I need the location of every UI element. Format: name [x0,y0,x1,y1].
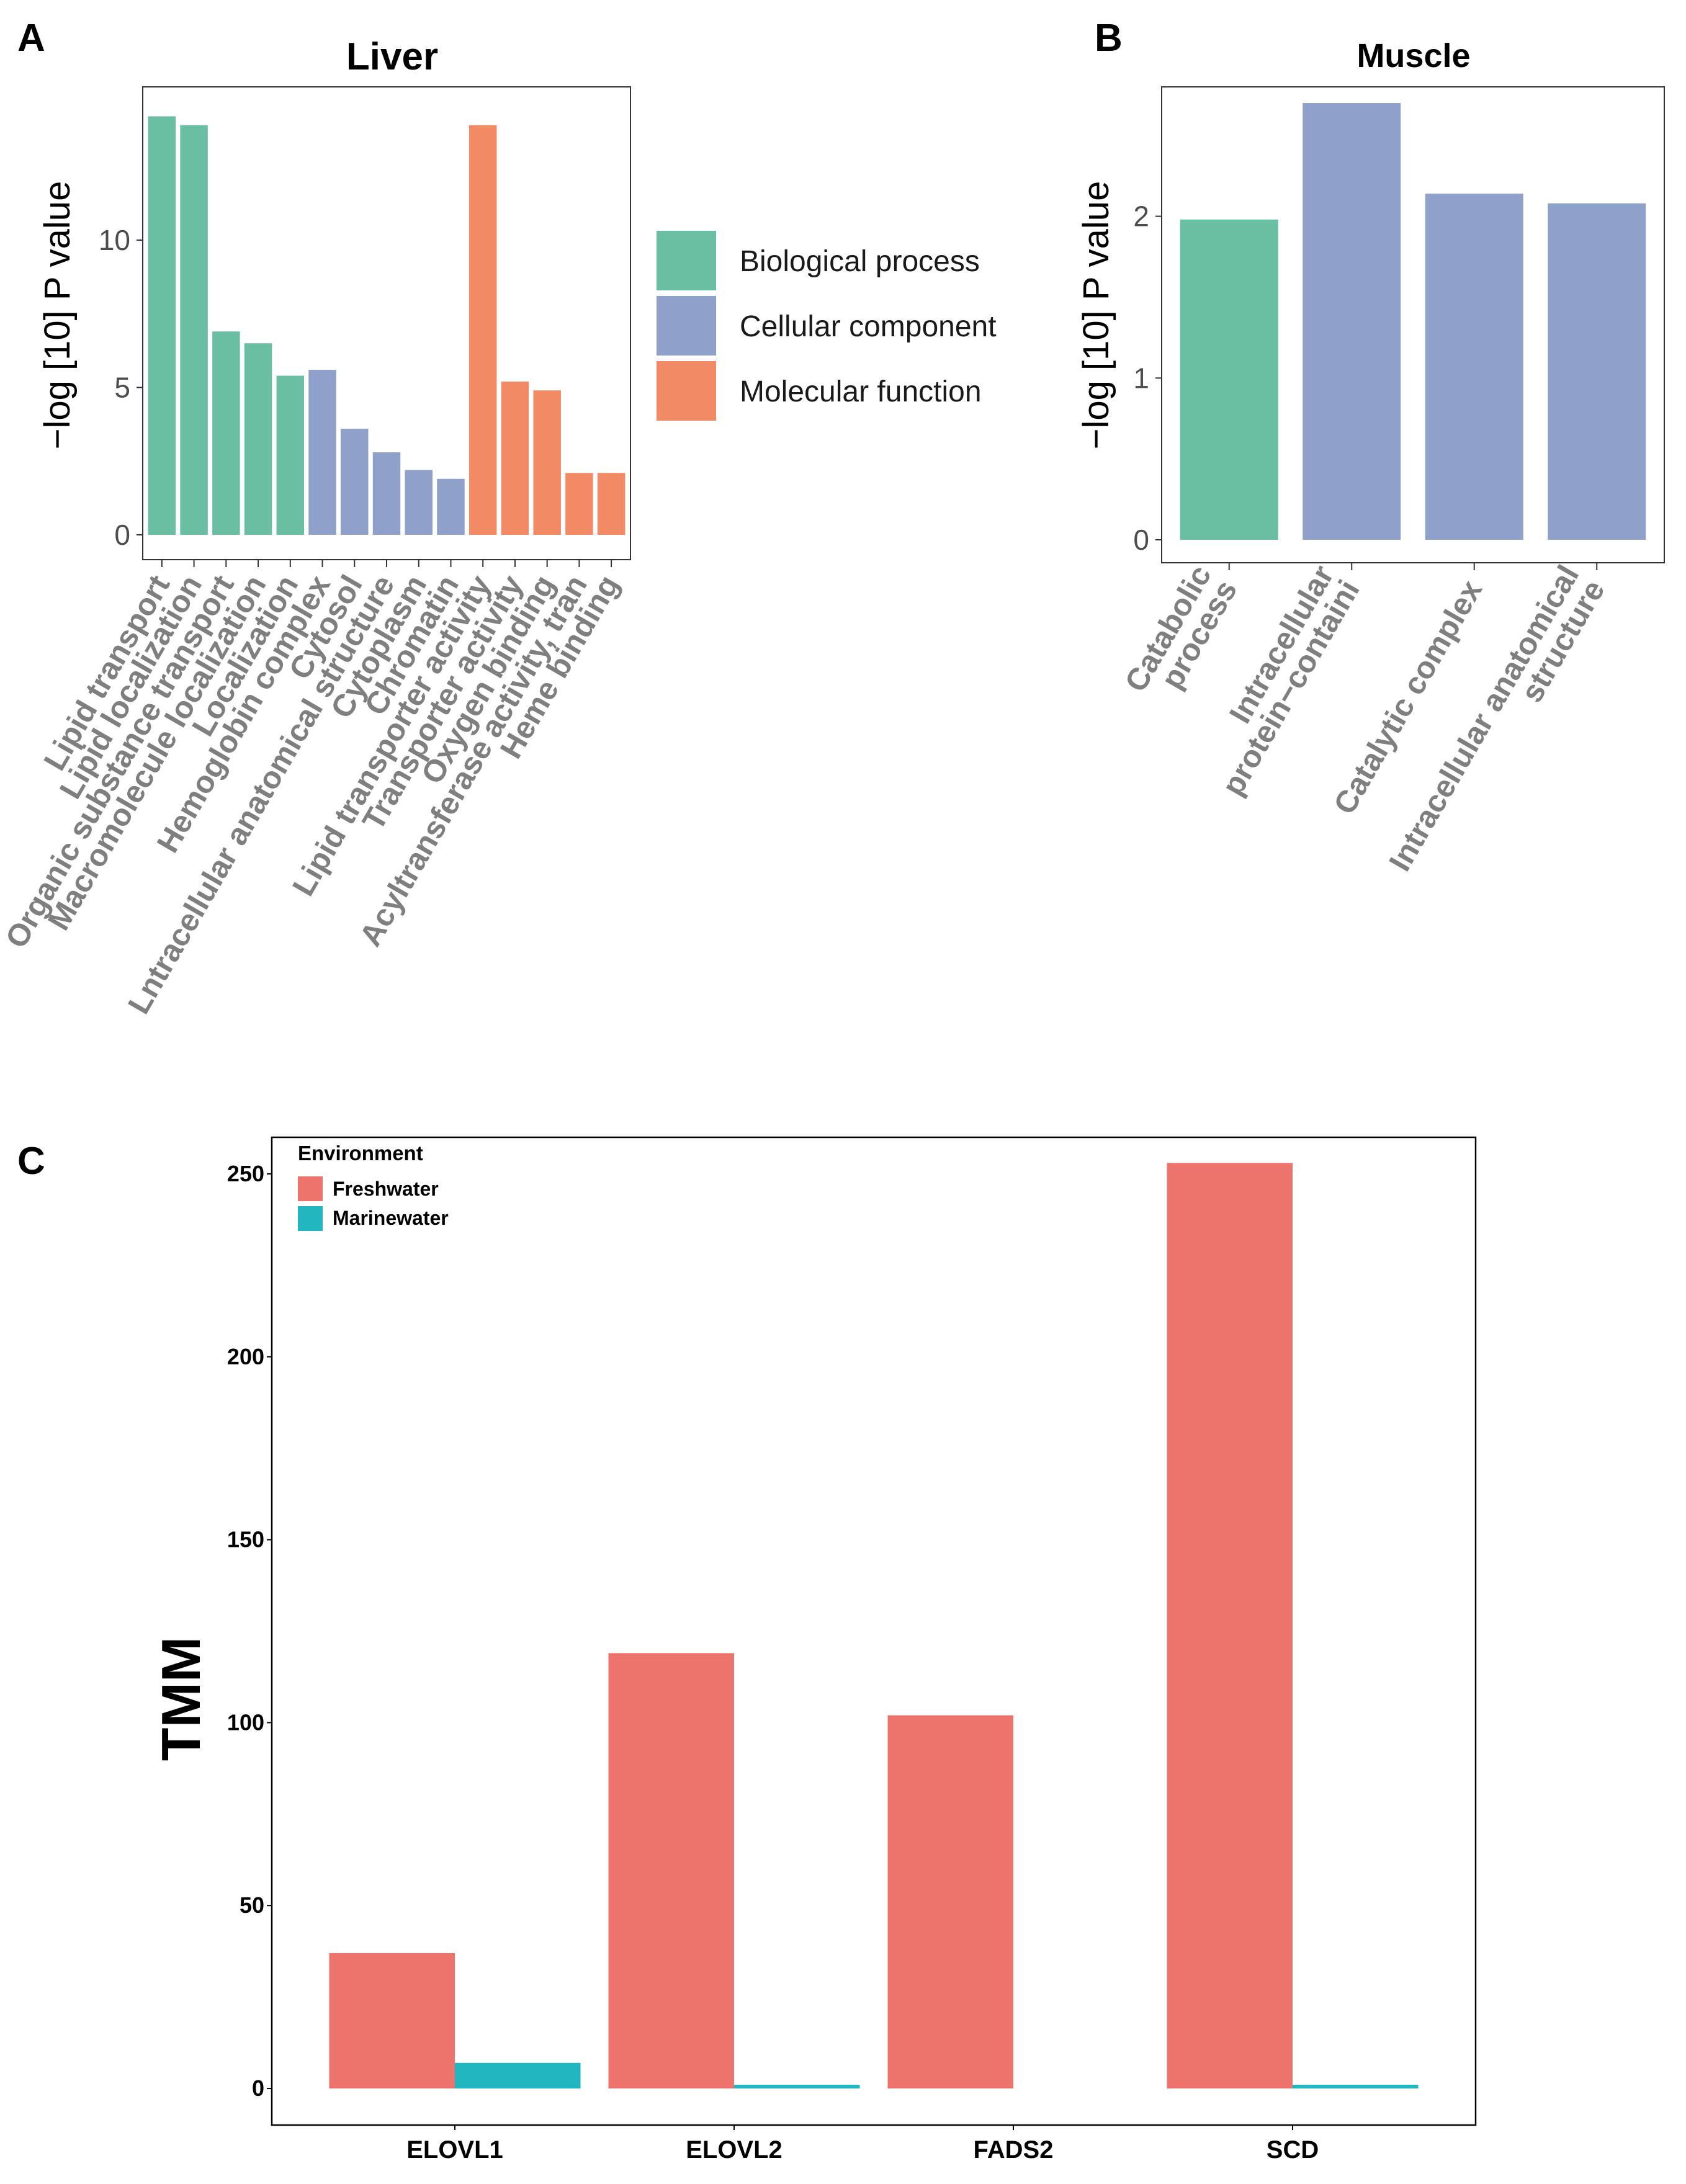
liver-y-tick-label: 10 [99,224,130,256]
tmm-bar-marinewater [455,2062,581,2089]
muscle-chart-title: Muscle [1356,37,1470,74]
tmm-bar-marinewater [734,2085,860,2089]
tmm-y-tick-label: 100 [227,1709,264,1735]
liver-bar [276,375,305,535]
panel-letter-a: A [17,17,45,60]
liver-y-axis: 0 5 10 [99,224,143,551]
legend-swatch-marinewater [298,1206,323,1231]
tmm-bars [329,1163,1419,2089]
liver-y-axis-label: −log [10] P value [37,181,78,450]
liver-bar [469,125,497,535]
liver-bar [212,331,240,535]
tmm-x-tick-label: FADS2 [974,2136,1054,2164]
tmm-y-tick-label: 50 [240,1892,264,1918]
legend-label-cellular-component: Cellular component [740,310,997,343]
environment-legend-title: Environment [298,1142,423,1165]
liver-bar [565,473,593,535]
tmm-x-tick-label: SCD [1267,2136,1319,2164]
muscle-bar [1425,194,1523,540]
muscle-x-axis: CatabolicprocessIntracellularprotein−con… [1118,560,1612,892]
panel-letter-b: B [1095,17,1123,60]
liver-bar [341,429,369,535]
liver-chart-title: Liver [346,35,438,78]
tmm-x-tick-label: ELOVL1 [406,2136,503,2164]
tmm-bar-freshwater [608,1653,734,2089]
liver-bar [308,370,336,535]
muscle-y-tick-label: 2 [1133,200,1149,233]
liver-bar [148,116,176,535]
muscle-y-axis: 0 1 2 [1133,200,1162,556]
tmm-x-axis: ELOVL1 ELOVL2 FADS2 SCD [406,2125,1319,2164]
tmm-bar-freshwater [1167,1163,1293,2089]
panel-b: B Muscle −log [10] P value 0 1 2 Catabolic… [1076,17,1665,892]
tmm-y-tick-label: 200 [227,1344,264,1369]
legend-label-freshwater: Freshwater [333,1178,439,1200]
muscle-x-tick-label: Catabolicprocess [1118,560,1244,713]
muscle-bars [1180,103,1646,540]
legend-swatch-freshwater [298,1176,323,1201]
muscle-bar [1548,203,1646,540]
tmm-bar-freshwater [887,1715,1013,2089]
tmm-y-tick-label: 0 [252,2075,264,2101]
liver-bar [533,390,561,535]
legend-swatch-cellular-component [657,296,716,356]
tmm-plot-frame [271,1136,1477,2126]
legend-label-molecular-function: Molecular function [740,375,982,408]
panel-a: A Liver −log [10] P value 0 5 10 Lipid tra… [0,17,631,1019]
liver-bar [597,473,626,535]
legend-label-marinewater: Marinewater [333,1207,449,1229]
liver-bar [501,382,529,535]
environment-legend: Environment Freshwater Marinewater [298,1142,449,1231]
muscle-bar [1303,103,1401,540]
tmm-y-tick-label: 150 [227,1527,264,1552]
muscle-y-tick-label: 1 [1133,362,1149,394]
go-category-legend: Biological process Cellular component Mo… [657,231,997,421]
tmm-y-tick-label: 250 [227,1161,264,1186]
legend-swatch-biological-process [657,231,716,290]
panel-letter-c: C [17,1140,45,1183]
liver-bar [244,343,272,535]
muscle-plot-frame [1161,86,1665,563]
panel-c: C TMM 0 50 100 150 200 250 ELOVL1 ELOVL2 FADS2 S… [17,1136,1477,2164]
tmm-x-tick-label: ELOVL2 [686,2136,782,2164]
muscle-x-tick-label: Intracellular anatomicalstructure [1382,560,1611,892]
liver-y-tick-label: 5 [114,372,130,404]
tmm-bar-freshwater [329,1953,455,2089]
liver-bars [148,116,626,535]
muscle-bar [1180,219,1278,540]
legend-swatch-molecular-function [657,361,716,421]
tmm-bar-marinewater [1293,2085,1419,2089]
liver-y-tick-label: 0 [114,519,130,551]
liver-bar [405,470,433,535]
muscle-y-axis-label: −log [10] P value [1076,181,1116,450]
liver-bar [437,478,465,535]
liver-bar [372,452,401,535]
legend-label-biological-process: Biological process [740,245,980,278]
liver-bar [180,125,208,535]
tmm-y-axis: 0 50 100 150 200 250 [227,1161,272,2101]
muscle-y-tick-label: 0 [1133,524,1149,556]
tmm-y-axis-label: TMM [150,1637,212,1761]
